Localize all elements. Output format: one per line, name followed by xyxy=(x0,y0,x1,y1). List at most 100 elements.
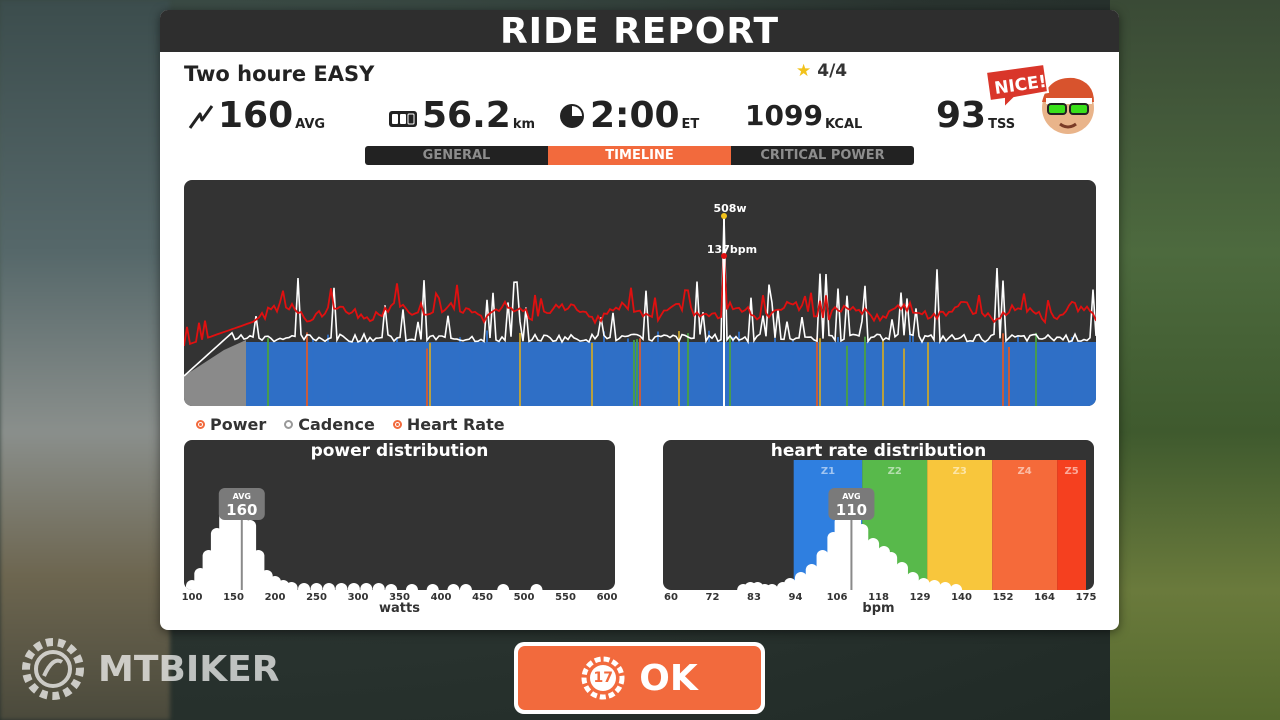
distribution-bar xyxy=(459,584,472,590)
distribution-bar xyxy=(805,564,818,590)
axis-tick: 152 xyxy=(992,592,1014,603)
zone-bar xyxy=(267,338,269,406)
hr-axis-ticks: 60 72 83 94 106 118 129 140 152 164 175 xyxy=(663,592,1097,604)
zone-bar xyxy=(651,349,653,406)
panel-title: RIDE REPORT xyxy=(160,10,1119,52)
axis-tick: 150 xyxy=(223,592,244,603)
axis-tick: 72 xyxy=(705,592,720,603)
countdown-ring-icon xyxy=(581,656,625,700)
distribution-bar xyxy=(816,550,829,590)
zone-bar xyxy=(591,342,593,406)
zone-bar xyxy=(687,333,689,406)
distribution-bar xyxy=(347,583,360,590)
zone-bar xyxy=(1071,337,1073,406)
zone-bar xyxy=(912,334,914,406)
avg-badge-label: AVG xyxy=(233,492,251,501)
timeline-graph[interactable]: 508w 137bpm xyxy=(184,180,1096,406)
distribution-bar xyxy=(360,583,373,590)
axis-tick: 94 xyxy=(788,592,803,603)
time-value: 2:00 xyxy=(590,95,680,136)
tab-critical-power[interactable]: CRITICAL POWER xyxy=(731,146,914,165)
stat-distance: 56.2 km xyxy=(388,92,535,136)
power-line xyxy=(184,215,1096,377)
stat-power: 160 AVG xyxy=(188,92,325,136)
distribution-bar xyxy=(310,583,323,590)
clock-icon xyxy=(560,104,584,128)
axis-tick: 350 xyxy=(389,592,410,603)
distribution-bar xyxy=(906,572,919,590)
hr-axis-label: bpm xyxy=(862,601,895,616)
energy-value: 1099 xyxy=(745,99,823,132)
ok-label: OK xyxy=(639,657,698,699)
stat-tss: 93 TSS xyxy=(936,92,1015,136)
distribution-bar xyxy=(497,584,510,590)
zone-bar xyxy=(633,339,635,406)
tab-general[interactable]: GENERAL xyxy=(365,146,548,165)
zone-z3 xyxy=(927,460,993,590)
distribution-bar xyxy=(447,584,460,590)
ok-button[interactable]: 17 OK xyxy=(514,642,765,714)
zone-bar xyxy=(732,336,734,406)
zone-bar xyxy=(459,337,461,406)
distribution-bar xyxy=(917,578,930,590)
avg-badge-value: 160 xyxy=(226,501,257,519)
legend-power[interactable]: Power xyxy=(196,415,266,434)
zone-bar xyxy=(405,338,407,406)
star-icon: ★ xyxy=(796,61,812,81)
avg-badge xyxy=(828,488,875,520)
axis-tick: 400 xyxy=(430,592,452,603)
axis-tick: 175 xyxy=(1075,592,1097,603)
zone-bar xyxy=(636,339,638,406)
warmup-area xyxy=(184,340,246,406)
zone-bar xyxy=(729,337,731,406)
countdown-timer: 17 xyxy=(581,656,625,700)
legend-power-label: Power xyxy=(210,415,267,434)
distribution-bar xyxy=(928,580,941,590)
power-axis-label: watts xyxy=(379,601,420,616)
zone-label: Z1 xyxy=(821,466,835,477)
zone-bar xyxy=(396,338,398,406)
zone-bar xyxy=(1008,346,1010,406)
distribution-bar xyxy=(405,584,418,590)
zone-bar xyxy=(708,330,710,406)
workout-name: Two houre EASY xyxy=(184,62,375,86)
legend-cadence[interactable]: Cadence xyxy=(284,415,375,434)
distribution-bar xyxy=(895,562,908,590)
zone-bar xyxy=(639,338,641,406)
distribution-bar xyxy=(322,583,335,590)
zone-bar xyxy=(471,347,473,406)
power-distribution-title: power distribution xyxy=(310,441,489,461)
workout-rating: ★ 4/4 xyxy=(796,61,847,81)
zone-bar xyxy=(846,345,848,406)
zone-bar xyxy=(312,338,314,406)
distribution-bar xyxy=(298,583,311,590)
distribution-bar xyxy=(426,584,439,590)
distribution-bar xyxy=(950,584,963,590)
tss-unit: TSS xyxy=(988,117,1016,132)
zone-z4 xyxy=(992,460,1058,590)
tab-timeline[interactable]: TIMELINE xyxy=(548,146,731,165)
peak-power-marker xyxy=(721,213,727,219)
distribution-bar xyxy=(885,552,898,590)
zone-bar xyxy=(327,334,329,406)
axis-tick: 83 xyxy=(747,592,761,603)
zone-bar xyxy=(1002,333,1004,406)
axis-tick: 100 xyxy=(181,592,203,603)
zone-bar xyxy=(903,348,905,406)
zone-label: Z5 xyxy=(1064,466,1078,477)
heart-rate-toggle-icon xyxy=(392,420,402,429)
axis-tick: 450 xyxy=(472,592,493,603)
timeline-chart: 508w 137bpm xyxy=(184,202,1096,406)
axis-tick: 106 xyxy=(826,592,848,603)
legend-heart-rate[interactable]: Heart Rate xyxy=(392,415,505,434)
zone-bar xyxy=(627,338,629,406)
gear-logo-icon xyxy=(22,638,84,700)
distribution-bar xyxy=(335,583,348,590)
avg-badge-label: AVG xyxy=(842,492,860,501)
power-value: 160 xyxy=(218,95,294,136)
distribution-bar xyxy=(766,584,779,590)
zone-bar xyxy=(678,331,680,406)
avatar xyxy=(1042,77,1094,134)
distribution-bar xyxy=(285,582,298,590)
distance-value: 56.2 xyxy=(422,95,511,136)
